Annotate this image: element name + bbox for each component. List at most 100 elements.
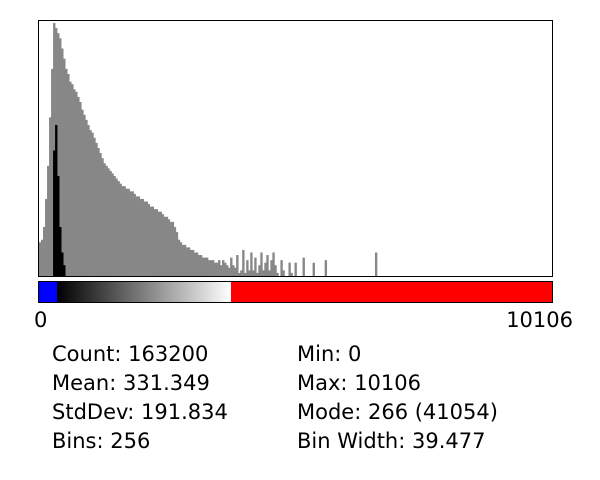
histogram-bar: [312, 262, 315, 276]
stat-min: Min: 0: [297, 341, 361, 367]
histogram-bar: [203, 257, 207, 276]
histogram-bar: [159, 211, 163, 276]
histogram-bar: [127, 188, 130, 276]
histogram-bar: [165, 216, 169, 276]
histogram-bar: [167, 219, 171, 276]
histogram-bar: [53, 23, 56, 276]
histogram-bar: [181, 244, 185, 276]
histogram-bar: [270, 260, 273, 276]
overlay-histogram-bar: [55, 125, 58, 276]
histogram-bar: [177, 239, 181, 276]
histogram-bar: [115, 178, 118, 276]
histogram-bar: [39, 242, 42, 276]
stat-mode-label: Mode:: [297, 400, 362, 424]
histogram-bar: [288, 262, 291, 276]
histogram-bar: [264, 262, 267, 276]
histogram-bar: [238, 272, 241, 276]
histogram-bar: [123, 186, 126, 276]
stat-mode: Mode: 266 (41054): [297, 399, 498, 425]
histogram-bar: [324, 260, 328, 276]
stat-stddev-label: StdDev:: [52, 400, 135, 424]
histogram-bar: [266, 255, 269, 276]
histogram-bar: [210, 260, 213, 276]
histogram-bar: [290, 272, 293, 276]
stat-max-label: Max:: [297, 371, 348, 395]
histogram-bar: [222, 260, 225, 276]
histogram-bar: [220, 265, 223, 276]
histogram-bar: [250, 252, 253, 276]
histogram-bar: [212, 260, 215, 276]
histogram-bar: [57, 33, 60, 276]
histogram-bar: [103, 163, 106, 276]
histogram-bar: [234, 267, 237, 276]
stat-count-label: Count:: [52, 342, 122, 366]
histogram-bar: [147, 204, 150, 276]
histogram-bar: [77, 96, 80, 276]
stat-count-value: 163200: [128, 342, 209, 366]
histogram-bar: [49, 117, 52, 276]
histogram-bar: [236, 255, 239, 276]
histogram-bar: [268, 270, 271, 276]
histogram-bar: [143, 201, 146, 276]
histogram-bar: [201, 257, 205, 276]
stat-mean-label: Mean:: [52, 371, 117, 395]
histogram-bar: [189, 249, 193, 276]
histogram-bar: [155, 209, 159, 276]
histogram-bar: [135, 196, 138, 276]
overlay-histogram-bar: [59, 227, 62, 276]
histogram-bar: [129, 191, 132, 276]
histogram-bar: [87, 125, 90, 276]
histogram-plot: [38, 20, 553, 277]
histogram-bar: [254, 257, 257, 276]
histogram-bar: [175, 232, 179, 276]
histogram-bar: [43, 227, 46, 276]
histogram-bar: [207, 260, 211, 276]
histogram-bar: [93, 137, 96, 276]
stat-stddev: StdDev: 191.834: [52, 399, 228, 425]
x-axis-min-label: 0: [34, 308, 48, 332]
overlay-histogram-bar: [63, 265, 66, 276]
overlay-histogram-bar: [53, 150, 56, 276]
histogram-bar: [99, 153, 102, 276]
stat-bin-width: Bin Width: 39.477: [297, 428, 485, 454]
histogram-bar: [258, 265, 261, 276]
histogram-bar: [260, 252, 263, 276]
overlay-histogram-series: [53, 125, 66, 276]
histogram-bar: [83, 114, 86, 276]
histogram-bar: [111, 173, 114, 276]
histogram-bar: [149, 206, 152, 276]
histogram-bar: [195, 252, 199, 276]
histogram-bar: [197, 255, 201, 276]
stat-mode-value: 266 (41054): [367, 400, 498, 424]
stat-stddev-value: 191.834: [141, 400, 228, 424]
histogram-bar: [276, 272, 279, 276]
histogram-bar: [151, 206, 155, 276]
histogram-bar: [141, 198, 144, 276]
histogram-bar: [199, 255, 203, 276]
histogram-bar: [133, 193, 136, 276]
histogram-bar: [105, 165, 108, 276]
histogram-bar: [145, 201, 148, 276]
histogram-bar: [282, 270, 285, 276]
histogram-bar: [45, 198, 48, 276]
stat-mean-value: 331.349: [122, 371, 210, 395]
histogram-bar: [205, 257, 209, 276]
histogram-bar: [109, 170, 112, 276]
histogram-bar: [232, 265, 235, 276]
x-axis-max-label: 10106: [506, 308, 573, 332]
histogram-bar: [139, 198, 142, 276]
histogram-bar: [187, 247, 191, 276]
histogram-bar: [280, 260, 283, 276]
histogram-bar: [224, 262, 227, 276]
histogram-bar: [101, 158, 104, 276]
histogram-bar: [63, 58, 66, 276]
overlay-histogram-bar: [57, 176, 60, 276]
histogram-bar: [71, 84, 74, 276]
histogram-bar: [244, 272, 247, 276]
stat-min-value: 0: [348, 342, 362, 366]
stat-bin-width-label: Bin Width:: [297, 429, 406, 453]
histogram-bar: [121, 186, 124, 276]
histogram-bar: [51, 68, 54, 276]
histogram-bar: [67, 74, 70, 276]
